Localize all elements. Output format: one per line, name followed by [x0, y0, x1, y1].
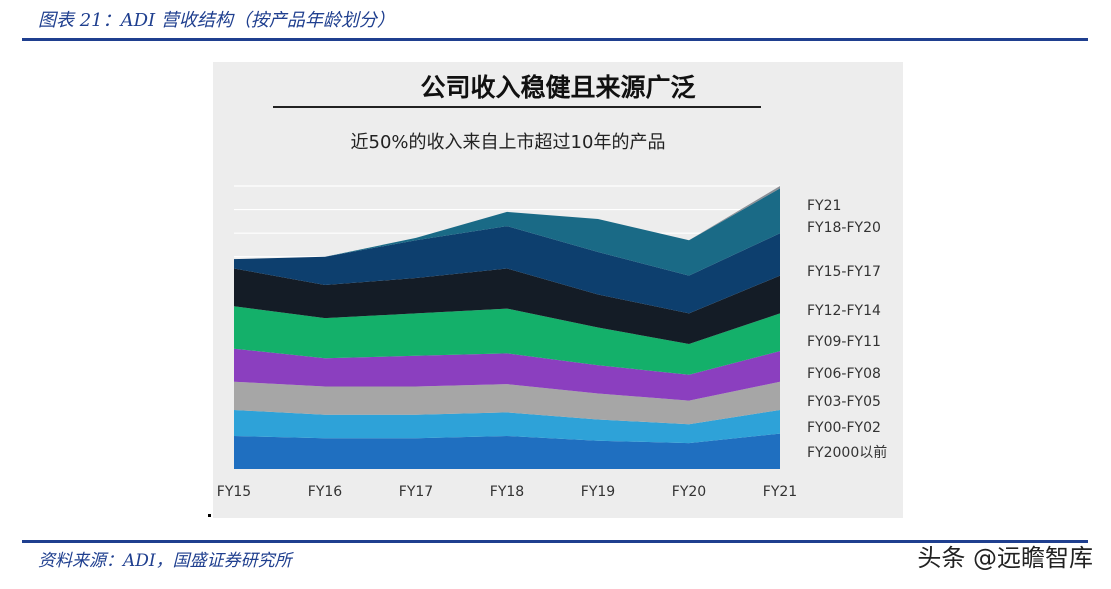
watermark: 头条 @远瞻智库: [917, 544, 1093, 572]
x-tick-label: FY16: [308, 484, 343, 500]
x-tick-label: FY17: [399, 484, 433, 500]
x-tick-label: FY20: [672, 484, 706, 500]
series-area-FY12-FY14: [234, 268, 780, 344]
legend-label: FY09-FY11: [807, 334, 881, 350]
x-tick-label: FY15: [217, 484, 251, 500]
chart-subtitle: 近50%的收入来自上市超过10年的产品: [350, 132, 666, 153]
figure-caption: 图表 21：ADI 营收结构（按产品年龄划分）: [38, 10, 395, 31]
title-underline: [273, 106, 761, 108]
series-area-FY06-FY08: [234, 348, 780, 401]
series-area-FY18-FY20: [234, 188, 780, 276]
x-tick-label: FY21: [763, 484, 797, 500]
legend-label: FY06-FY08: [807, 366, 881, 382]
source-note: 资料来源：ADI，国盛证券研究所: [38, 551, 292, 571]
legend-label: FY18-FY20: [807, 220, 881, 236]
legend-label: FY03-FY05: [807, 394, 881, 410]
series-area-FY03-FY05: [234, 381, 780, 425]
x-tick-label: FY19: [581, 484, 615, 500]
stray-dot: [208, 514, 211, 517]
series-area-FY00-FY02: [234, 410, 780, 444]
bottom-rule: [22, 540, 1088, 543]
series-area-FY15-FY17: [234, 226, 780, 314]
legend-label: FY00-FY02: [807, 420, 881, 436]
series-area-FY2000以前: [234, 433, 780, 469]
legend-label: FY2000以前: [807, 444, 887, 461]
x-tick-label: FY18: [490, 484, 524, 500]
legend-label: FY21: [807, 198, 841, 214]
top-rule: [22, 38, 1088, 41]
legend-label: FY12-FY14: [807, 303, 881, 319]
series-area-FY09-FY11: [234, 306, 780, 375]
legend-label: FY15-FY17: [807, 264, 881, 280]
chart-title: 公司收入稳健且来源广泛: [420, 73, 696, 102]
